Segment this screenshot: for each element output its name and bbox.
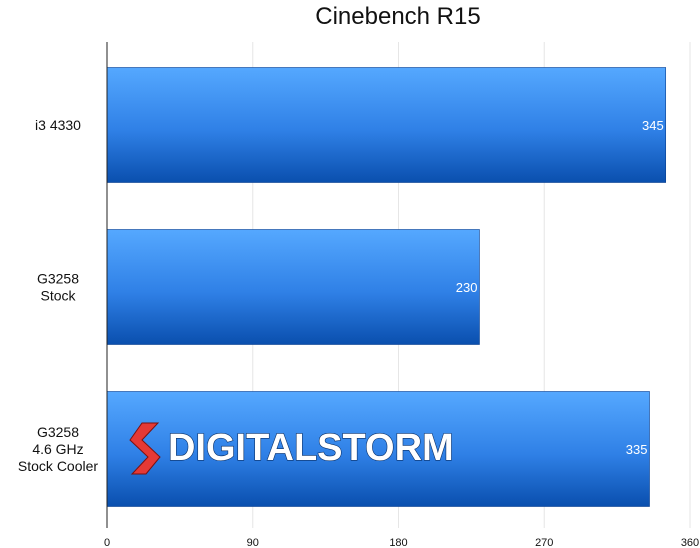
category-label: G3258: [37, 271, 79, 287]
digital-storm-watermark: DIGITALSTORM: [129, 422, 454, 475]
x-tick-label: 180: [389, 537, 407, 548]
bar: [106, 67, 667, 183]
bars: 345 230 335: [106, 67, 667, 507]
bar-value-label: 335: [626, 442, 648, 457]
watermark-text: DIGITALSTORM: [168, 427, 454, 469]
bar: [106, 391, 650, 507]
category-label: 4.6 GHz: [32, 441, 83, 457]
x-tick-labels: 0 90 180 270 360: [104, 537, 699, 548]
category-label: G3258: [37, 424, 79, 440]
x-tick-label: 90: [247, 537, 259, 548]
category-label: Stock Cooler: [18, 458, 98, 474]
bar-value-label: 345: [642, 118, 664, 133]
digital-storm-s-logo-icon: [129, 422, 161, 475]
category-label: i3 4330: [35, 117, 81, 133]
category-label: Stock: [40, 288, 76, 304]
x-tick-label: 0: [104, 537, 110, 548]
x-tick-label: 360: [681, 537, 699, 548]
x-tick-label: 270: [535, 537, 553, 548]
chart-title: Cinebench R15: [315, 3, 480, 30]
bar-value-label: 230: [456, 280, 478, 295]
bar: [106, 229, 480, 345]
